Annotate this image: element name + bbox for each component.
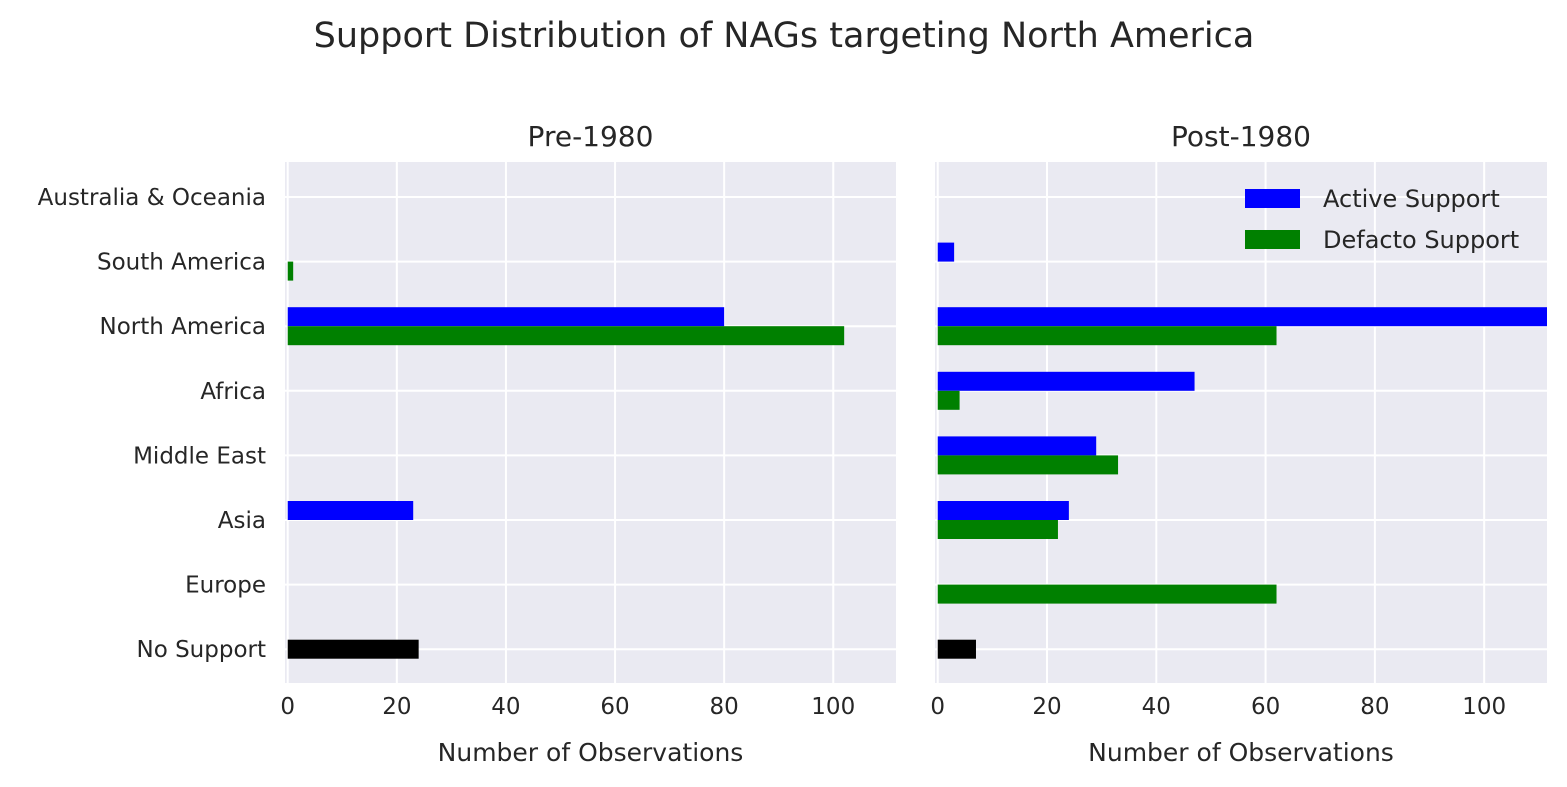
panel-2: 0 20 40 60 80 100 Post-1980 Number of Observati… — [930, 120, 1547, 767]
bar-active-support — [937, 371, 1195, 391]
bar-no-support — [287, 639, 419, 659]
y-tick-label: Africa — [200, 379, 266, 405]
bar-active-support — [287, 501, 414, 520]
y-tick-label: No Support — [136, 637, 266, 663]
plot-background — [285, 162, 896, 683]
x-tick-label: 40 — [491, 694, 520, 720]
y-tick-label: Asia — [218, 508, 266, 534]
x-tick-label: 40 — [1142, 694, 1171, 720]
bar-active-support — [937, 436, 1097, 456]
x-tick-label: 0 — [280, 694, 295, 720]
y-tick-label: Europe — [185, 573, 266, 599]
bars — [937, 242, 1547, 659]
legend-label: Defacto Support — [1323, 226, 1519, 254]
bar-defacto-support — [937, 326, 1277, 346]
x-tick-label: 100 — [1462, 694, 1506, 720]
legend-label: Active Support — [1323, 185, 1500, 213]
x-tick-label: 80 — [710, 694, 739, 720]
y-tick-label: South America — [97, 250, 266, 276]
bar-defacto-support — [937, 455, 1119, 475]
chart-title: Support Distribution of NAGs targeting N… — [314, 16, 1255, 56]
bar-active-support — [937, 242, 955, 262]
x-tick-label: 20 — [382, 694, 411, 720]
legend-swatch — [1245, 189, 1300, 208]
x-tick-label: 0 — [930, 694, 945, 720]
bar-active-support — [937, 307, 1547, 327]
bar-active-support — [287, 307, 725, 327]
bar-defacto-support — [937, 390, 960, 410]
x-axis-label: Number of Observations — [438, 738, 744, 767]
panel-title: Pre-1980 — [528, 120, 654, 153]
x-axis-label: Number of Observations — [1088, 738, 1394, 767]
bar-defacto-support — [937, 584, 1277, 604]
bar-defacto-support — [937, 520, 1058, 539]
bar-defacto-support — [287, 326, 845, 346]
y-tick-label: North America — [99, 314, 266, 340]
x-tick-label: 100 — [811, 694, 855, 720]
x-tick-label: 60 — [1251, 694, 1280, 720]
bar-no-support — [937, 639, 976, 659]
chart-panels: 0 20 40 60 80 100 Australia & Oceania South Ame… — [38, 120, 1547, 767]
legend-swatch — [1245, 230, 1300, 249]
legend: Active Support Defacto Support — [1245, 185, 1519, 254]
panel-title: Post-1980 — [1171, 120, 1311, 153]
bar-active-support — [937, 501, 1069, 520]
panel-1: 0 20 40 60 80 100 Australia & Oceania South Ame… — [38, 120, 896, 767]
bar-defacto-support — [287, 261, 294, 281]
x-tick-label: 60 — [600, 694, 629, 720]
x-tick-label: 20 — [1032, 694, 1061, 720]
y-tick-label: Australia & Oceania — [38, 185, 266, 211]
y-tick-label: Middle East — [133, 443, 266, 469]
bars — [287, 261, 845, 659]
x-tick-label: 80 — [1360, 694, 1389, 720]
